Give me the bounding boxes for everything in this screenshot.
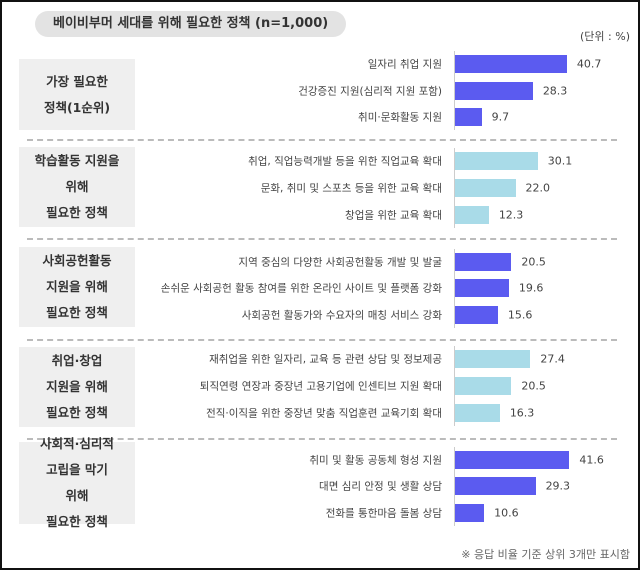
bar: [455, 404, 500, 422]
bar: [455, 279, 509, 297]
section-divider: [27, 438, 617, 440]
data-label: 41.6: [579, 453, 604, 467]
axis-line: [454, 447, 455, 526]
bar: [455, 108, 482, 126]
data-label: 9.7: [491, 110, 510, 124]
bar: [455, 253, 512, 271]
axis-line: [454, 249, 455, 328]
category-label: 문화, 취미 및 스포츠 등을 위한 교육 확대: [260, 182, 442, 195]
data-label: 19.6: [518, 281, 544, 295]
section-divider: [27, 339, 617, 341]
data-label: 27.4: [540, 352, 565, 366]
group-label: 학습활동 지원을 위해 필요한 정책: [19, 147, 135, 227]
bar: [455, 306, 498, 324]
data-label: 15.6: [507, 308, 533, 322]
data-label: 22.0: [525, 181, 551, 195]
category-label: 퇴직연령 연장과 중장년 고용기업에 인센티브 지원 확대: [199, 380, 442, 393]
section-divider: [27, 139, 617, 141]
bar: [455, 82, 533, 100]
category-label: 재취업을 위한 일자리, 교육 등 관련 상담 및 정보제공: [209, 353, 442, 366]
section-divider: [27, 238, 617, 240]
chart-title: 베이비부머 세대를 위해 필요한 정책 (n=1,000): [35, 11, 347, 37]
data-label: 40.7: [576, 57, 602, 71]
data-label: 28.3: [542, 84, 568, 98]
data-label: 20.5: [521, 255, 546, 269]
footnote: ※ 응답 비율 기준 상위 3개만 표시함: [461, 548, 630, 561]
unit-label: (단위 : %): [580, 30, 630, 43]
axis-line: [454, 148, 455, 228]
bar: [455, 451, 570, 469]
category-label: 취미·문화활동 지원: [358, 111, 442, 124]
axis-line: [454, 51, 455, 130]
category-label: 건강증진 지원(심리적 지원 포함): [298, 85, 442, 98]
data-label: 16.3: [509, 406, 535, 420]
bar: [455, 179, 516, 197]
group-label: 사회적·심리적 고립을 막기 위해 필요한 정책: [19, 436, 135, 529]
bar: [455, 55, 567, 73]
category-label: 지역 중심의 다양한 사회공헌활동 개발 및 발굴: [238, 256, 442, 269]
category-label: 취미 및 활동 공동체 형성 지원: [309, 454, 442, 467]
category-label: 창업을 위한 교육 확대: [345, 209, 442, 222]
group-label: 사회공헌활동 지원을 위해 필요한 정책: [19, 247, 135, 327]
bar: [455, 350, 531, 368]
bar: [455, 206, 489, 224]
data-label: 29.3: [545, 479, 571, 493]
category-label: 손쉬운 사회공헌 활동 참여를 위한 온라인 사이트 및 플랫폼 강화: [160, 282, 442, 295]
data-label: 12.3: [498, 208, 524, 222]
category-label: 일자리 취업 지원: [367, 58, 442, 71]
category-label: 전화를 통한마음 돌봄 상담: [325, 507, 442, 520]
data-label: 20.5: [521, 379, 546, 393]
group-label: 취업·창업 지원을 위해 필요한 정책: [19, 347, 135, 427]
group-label: 가장 필요한 정책(1순위): [19, 59, 135, 130]
bar: [455, 504, 485, 522]
bar: [455, 477, 536, 495]
category-label: 취업, 직업능력개발 등을 위한 직업교육 확대: [248, 155, 442, 168]
category-label: 전직·이직을 위한 중장년 맞춤 직업훈련 교육기회 확대: [206, 407, 442, 420]
axis-line: [454, 346, 455, 426]
bar: [455, 152, 538, 170]
data-label: 30.1: [547, 154, 573, 168]
data-label: 10.6: [494, 506, 519, 520]
category-label: 대면 심리 안정 및 생활 상담: [319, 480, 442, 493]
bar: [455, 377, 512, 395]
category-label: 사회공헌 활동가와 수요자의 매칭 서비스 강화: [241, 309, 442, 322]
